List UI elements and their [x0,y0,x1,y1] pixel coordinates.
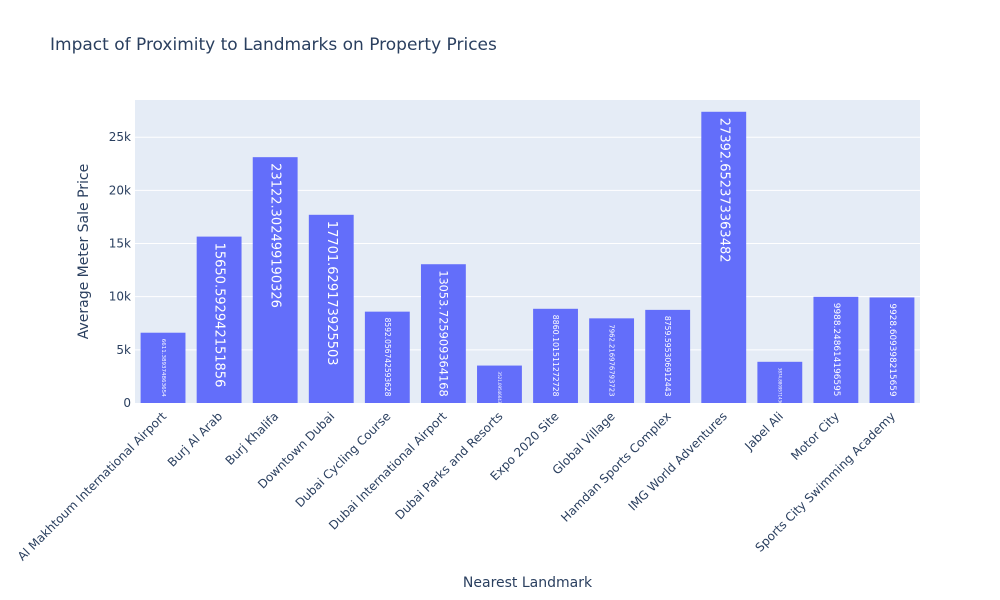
bar-value-label: 3521.095466433404 [497,372,502,414]
bar-value-label: 9988.248614196595 [831,303,841,397]
y-tick-label: 20k [109,183,131,197]
bar[interactable] [813,296,859,403]
bar[interactable] [420,264,466,403]
bar-value-label: 8860.101511272728 [551,315,560,397]
bar-value-labels: 6611.389374863654 15650.592942151856 23122… [160,118,897,414]
bar[interactable] [701,111,747,403]
x-tick-label: IMG World Adventures [626,409,730,513]
bar[interactable] [196,236,242,403]
x-tick-label: Hamdan Sports Complex [558,409,674,525]
x-tick-label: Dubai Cycling Course [293,409,394,510]
bar-value-label: 15650.592942151856 [212,243,227,388]
bar[interactable] [140,332,186,403]
bars [140,111,915,403]
bar-value-label: 13053.725909364168 [436,270,450,396]
bar-value-label: 6611.389374863654 [160,339,166,397]
bar[interactable] [757,361,803,403]
bar-value-label: 8592.056742593628 [383,318,392,397]
bar-value-label: 17701.629173925503 [324,221,339,366]
x-tick-label: Motor City [788,409,842,463]
x-tick-label: Dubai International Airport [326,409,450,533]
chart-title: Impact of Proximity to Landmarks on Prop… [50,35,497,55]
bar[interactable] [308,214,354,403]
bar[interactable] [364,311,410,403]
bar[interactable] [645,309,691,403]
x-tick-label: Dubai Parks and Resorts [392,409,505,522]
y-tick-label: 5k [116,343,131,357]
bar-value-label: 7962.216976793723 [608,324,616,396]
y-axis-ticks: 0 5k 10k 15k 20k 25k [109,130,131,410]
y-tick-label: 10k [109,290,131,304]
y-tick-label: 15k [109,237,131,251]
bar[interactable] [533,308,578,403]
bar[interactable] [589,318,635,403]
bar[interactable] [869,297,915,403]
bar-value-label: 8759.595306912443 [663,316,672,397]
x-tick-label: Jabel Ali [741,409,785,453]
bar[interactable] [477,365,522,403]
bar-value-label: 23122.302499190326 [268,163,283,308]
y-tick-label: 25k [109,130,131,144]
x-tick-label: Burj Al Arab [165,409,225,469]
y-tick-label: 0 [123,396,131,410]
x-tick-label: Burj Khalifa [223,409,282,468]
y-axis-title: Average Meter Sale Price [76,164,92,340]
bar[interactable] [252,157,298,403]
bar-value-label: 27392.652373363482 [716,118,731,263]
x-axis-title: Nearest Landmark [463,575,593,591]
bar-value-label: 9928.609398215659 [887,303,897,397]
x-tick-label: Al Makhtoum International Airport [15,409,170,564]
bar-value-label: 3874.880957143667 [777,368,782,410]
